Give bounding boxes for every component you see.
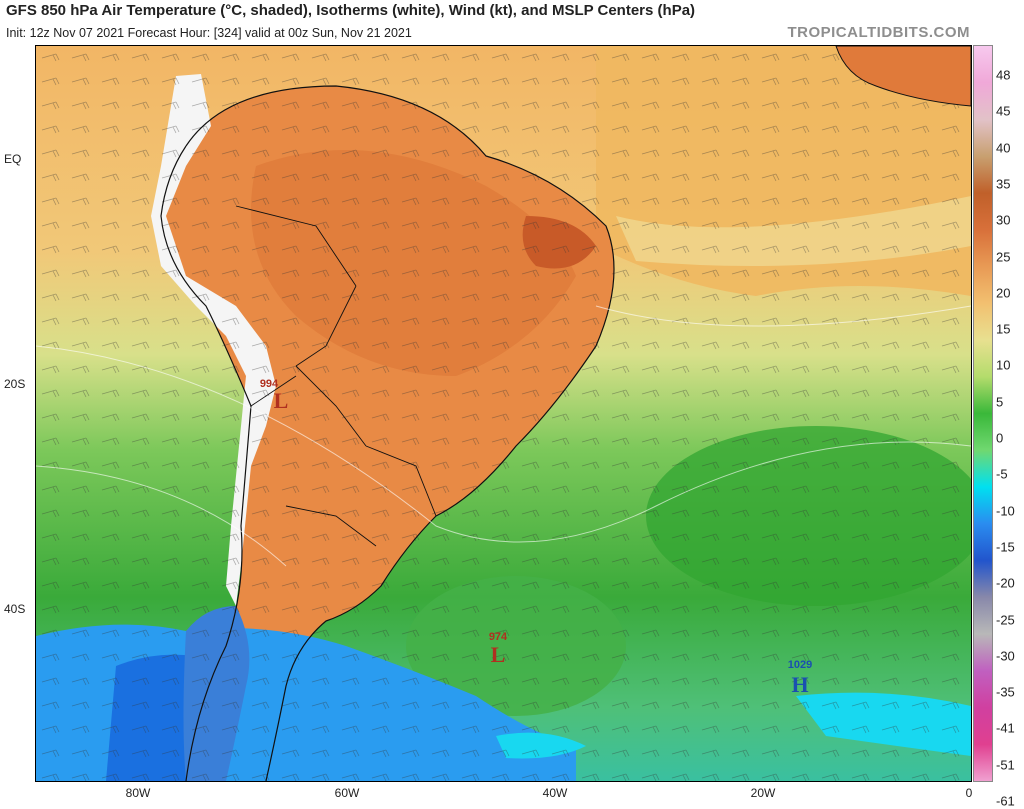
pressure-center-low-974: 974 L xyxy=(489,631,508,667)
colorbar-label: 5 xyxy=(996,394,1004,410)
lat-label-20s: 20S xyxy=(4,377,26,391)
pressure-letter: L xyxy=(274,388,289,413)
lon-label-20w: 20W xyxy=(750,786,776,800)
colorbar-label: -30 xyxy=(996,648,1015,664)
pressure-value: 994 xyxy=(260,378,279,390)
pressure-center-low-994: 994 L xyxy=(260,378,289,413)
lon-label-60w: 60W xyxy=(334,786,360,800)
colorbar-label: 35 xyxy=(996,176,1011,192)
colorbar-label: -15 xyxy=(996,539,1015,555)
africa-land xyxy=(835,46,971,107)
pressure-value: 974 xyxy=(489,631,508,643)
lat-label-eq: EQ xyxy=(4,152,22,166)
chart-subtitle: Init: 12z Nov 07 2021 Forecast Hour: [32… xyxy=(6,26,412,40)
colorbar-label: -51 xyxy=(996,757,1015,773)
colorbar-label: 48 xyxy=(996,67,1011,83)
colorbar-label: -61 xyxy=(996,793,1015,809)
colorbar-label: 25 xyxy=(996,249,1011,264)
colorbar-label: -5 xyxy=(996,466,1008,482)
coastline xyxy=(185,85,615,781)
lon-label-80w: 80W xyxy=(125,786,151,800)
colorbar-label: -20 xyxy=(996,575,1015,591)
wind-barbs-layer xyxy=(36,46,971,781)
lon-label-40w: 40W xyxy=(542,786,568,800)
colorbar-label: 0 xyxy=(996,430,1004,446)
isotherm-lines xyxy=(36,305,971,567)
pressure-center-high-1029: 1029 H xyxy=(788,659,812,697)
colorbar-label: 10 xyxy=(996,357,1011,373)
pressure-letter: L xyxy=(491,642,506,667)
lon-label-0: 0 xyxy=(965,786,973,800)
colorbar-label: -10 xyxy=(996,503,1015,519)
country-borders xyxy=(235,205,437,547)
colorbar-label: 30 xyxy=(996,212,1011,228)
colorbar-label: 45 xyxy=(996,103,1011,119)
colorbar-label: 40 xyxy=(996,140,1011,156)
pressure-letter: H xyxy=(791,672,808,697)
colorbar-label: 20 xyxy=(996,285,1011,301)
temperature-colorbar xyxy=(973,45,993,782)
lat-label-40s: 40S xyxy=(4,602,26,616)
colorbar-label: -35 xyxy=(996,684,1015,700)
west-coastline xyxy=(160,145,252,781)
colorbar-label: -25 xyxy=(996,612,1015,627)
colorbar-label: -41 xyxy=(996,720,1015,736)
chart-title: GFS 850 hPa Air Temperature (°C, shaded)… xyxy=(6,2,696,19)
pressure-value: 1029 xyxy=(788,659,812,671)
temperature-map: 994 L 974 L 1029 H xyxy=(35,45,972,782)
colorbar-label: 15 xyxy=(996,321,1011,337)
brand-watermark: TROPICALTIDBITS.COM xyxy=(787,24,970,41)
